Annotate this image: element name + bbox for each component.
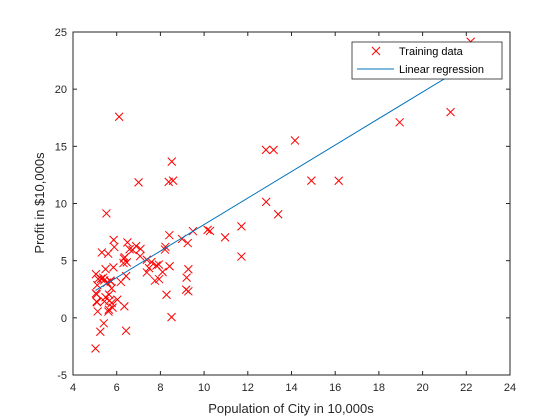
training-data-point xyxy=(101,264,110,274)
legend: Training data Linear regression xyxy=(351,41,503,80)
x-tick-label: 20 xyxy=(416,382,428,394)
x-tick-label: 12 xyxy=(242,382,254,394)
plot-area xyxy=(73,32,510,375)
training-data-point xyxy=(152,261,161,270)
training-data-point xyxy=(91,344,100,353)
training-data-point xyxy=(136,244,145,254)
y-tick-label: 0 xyxy=(61,313,67,325)
training-data-point xyxy=(273,209,283,219)
training-data-point xyxy=(95,327,105,337)
training-data-point xyxy=(205,226,215,236)
training-data-point xyxy=(183,238,193,248)
y-tick-label: -5 xyxy=(57,370,67,382)
training-data-point xyxy=(122,258,132,267)
training-data-point xyxy=(123,238,132,247)
training-data-point xyxy=(128,245,138,255)
x-tick-label: 18 xyxy=(373,382,385,394)
training-data-point xyxy=(144,263,154,273)
training-data-point xyxy=(147,257,156,267)
training-data-point xyxy=(104,307,113,316)
x-tick-label: 8 xyxy=(157,382,163,394)
legend-box xyxy=(351,41,503,80)
training-data-point xyxy=(142,268,152,277)
training-data-point xyxy=(184,264,193,274)
training-data-points xyxy=(91,37,476,353)
training-data-point xyxy=(92,297,101,306)
training-data-point xyxy=(237,252,246,261)
training-data-point xyxy=(167,157,177,167)
training-data-point xyxy=(165,230,174,240)
legend-training-label: Training data xyxy=(399,46,464,58)
y-tick-label: 20 xyxy=(55,84,67,96)
training-data-point xyxy=(121,326,131,336)
y-axis-ticks: -5 0 5 10 15 20 25 xyxy=(55,27,510,382)
training-data-point xyxy=(220,232,230,242)
x-tick-label: 14 xyxy=(285,382,297,394)
training-data-point xyxy=(269,145,278,155)
training-data-point xyxy=(162,290,171,300)
training-data-point xyxy=(261,197,271,207)
training-data-point xyxy=(93,274,103,284)
training-data-point xyxy=(135,251,145,261)
training-data-point xyxy=(91,289,101,298)
y-tick-label: 25 xyxy=(55,27,67,39)
x-tick-label: 22 xyxy=(460,382,472,394)
training-data-point xyxy=(184,286,193,296)
x-tick-label: 10 xyxy=(198,382,210,394)
y-tick-label: 15 xyxy=(55,141,67,153)
training-data-point xyxy=(99,318,109,328)
training-data-point xyxy=(113,295,122,305)
training-data-point xyxy=(154,274,164,284)
legend-training-x xyxy=(371,46,381,56)
training-data-point xyxy=(167,312,176,322)
training-data-point xyxy=(119,302,129,311)
y-tick-label: 5 xyxy=(61,256,67,268)
training-data-point xyxy=(107,283,117,293)
training-data-point xyxy=(165,261,174,271)
training-data-point xyxy=(154,260,164,269)
training-data-point xyxy=(114,112,124,122)
training-data-point xyxy=(105,296,114,305)
x-axis-ticks: 4 6 8 10 12 14 16 18 20 22 24 xyxy=(70,32,516,394)
x-tick-label: 16 xyxy=(329,382,341,394)
training-data-point xyxy=(98,273,108,283)
x-axis-label: Population of City in 10,000s xyxy=(208,401,374,416)
legend-training-marker xyxy=(371,46,381,56)
x-tick-label: 24 xyxy=(504,382,516,394)
legend-regression-label: Linear regression xyxy=(399,64,484,76)
training-data-point xyxy=(125,244,134,254)
training-data-point xyxy=(134,177,143,187)
training-data-point xyxy=(446,107,455,117)
training-data-point xyxy=(116,277,126,287)
training-data-point xyxy=(261,145,271,155)
training-data-point xyxy=(102,209,111,218)
training-data-point xyxy=(119,258,128,268)
x-tick-label: 4 xyxy=(70,382,76,394)
training-data-point xyxy=(97,248,107,257)
x-tick-label: 6 xyxy=(114,382,120,394)
training-data-point xyxy=(334,176,344,186)
y-tick-label: 10 xyxy=(55,199,67,211)
regression-line xyxy=(95,62,471,291)
regression-line-layer xyxy=(95,62,471,291)
training-data-point xyxy=(109,263,118,272)
training-data-point xyxy=(182,273,191,282)
y-axis-label: Profit in $10,000s xyxy=(32,152,47,254)
training-data-point xyxy=(237,222,246,231)
training-data-point xyxy=(307,176,316,185)
training-data-point xyxy=(93,307,103,316)
training-data-point xyxy=(290,136,300,145)
training-data-point xyxy=(203,225,212,235)
training-data-point xyxy=(109,235,118,245)
training-data-point xyxy=(168,176,178,185)
training-data-point xyxy=(395,117,405,127)
